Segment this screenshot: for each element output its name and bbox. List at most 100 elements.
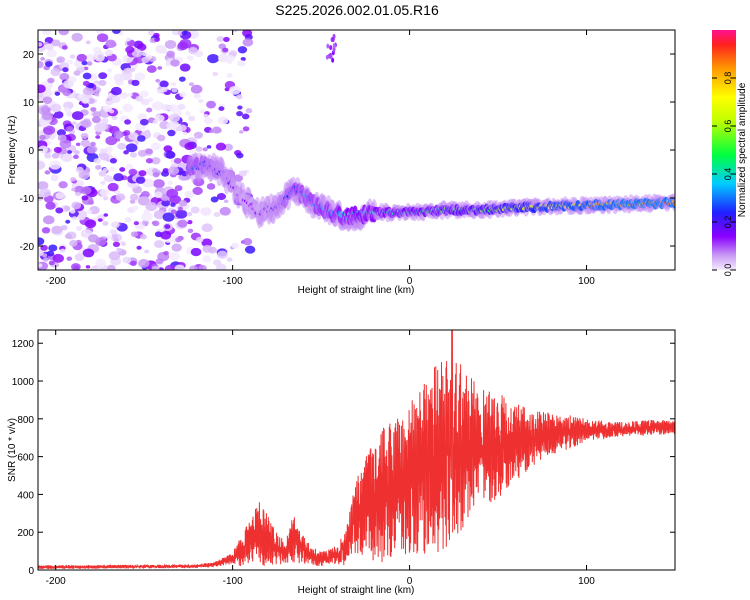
spectrogram-noise-cell (212, 126, 222, 134)
spectrogram-noise-cell (187, 219, 193, 225)
spectrogram-noise-cell (168, 113, 181, 123)
spectrogram-noise-cell (184, 190, 195, 199)
spectrogram-noise-cell (112, 241, 120, 248)
spectrogram-noise-cell (165, 150, 176, 159)
snr-y-tick-label: 800 (17, 415, 34, 426)
spectrogram-noise-cell (171, 30, 180, 36)
spectrogram-noise-cell (128, 168, 138, 176)
spectrogram-noise-cell (184, 111, 191, 116)
spectrogram-noise-cell (59, 72, 70, 81)
spectrogram-noise-cell (175, 209, 188, 219)
spectrogram-noise-cell (86, 145, 97, 154)
spectrogram-noise-cell (178, 124, 187, 132)
spectrogram-noise-cell (115, 193, 126, 201)
spectrogram-noise-cell (74, 191, 81, 197)
spectrogram-noise-cell (163, 145, 173, 153)
spectrogram-noise-cell (137, 135, 146, 142)
spectrogram-noise-cell (64, 233, 72, 239)
spectrogram-noise-cell (331, 57, 335, 63)
spectrogram-noise-cell (59, 139, 72, 149)
spectrogram-noise-cell (81, 97, 90, 104)
spectrogram-noise-cell (171, 243, 182, 252)
spectrogram-noise-cell (59, 248, 66, 254)
spectrogram-noise-cell (245, 108, 253, 114)
spectrogram-noise-cell (139, 118, 149, 126)
spectrogram-noise-cell (102, 167, 108, 173)
spectrogram-noise-cell (73, 70, 81, 76)
snr-y-tick-label: 600 (17, 453, 34, 464)
spectrogram-noise-cell (187, 228, 194, 233)
spectrogram-noise-cell (109, 177, 115, 182)
spectrogram-noise-cell (222, 47, 229, 53)
spectrogram-noise-cell (166, 50, 176, 58)
spectrogram-noise-cell (179, 91, 187, 98)
spectrogram-noise-cell (181, 30, 188, 36)
spectrogram-noise-cell (201, 238, 213, 247)
spectrogram-noise-cell (50, 174, 59, 182)
spectrogram-noise-cell (129, 260, 137, 266)
spectrogram-noise-cell (237, 46, 248, 54)
spectrogram-noise-cell (99, 188, 110, 197)
spectrogram-noise-cell (212, 71, 218, 77)
spectrogram-noise-cell (198, 99, 204, 104)
spectrogram-noise-cell (164, 40, 177, 49)
spectrogram-noise-cell (216, 36, 225, 43)
spectrogram-noise-cell (171, 87, 178, 93)
spectrogram-noise-cell (98, 72, 108, 80)
spectrogram-noise-cell (223, 199, 229, 203)
spectrogram-noise-cell (38, 60, 44, 69)
spectrogram-noise-cell (44, 170, 51, 175)
spectrogram-noise-cell (103, 196, 109, 201)
spectrogram-noise-cell (195, 236, 204, 243)
colorbar-gradient (712, 30, 736, 270)
spectrogram-noise-cell (102, 221, 109, 226)
spectrogram-noise-cell (215, 263, 227, 270)
spectrogram-noise-cell (161, 199, 171, 207)
spectrogram-noise-cell (101, 118, 109, 125)
spectrogram-noise-cell (155, 78, 161, 83)
spectrogram-noise-cell (75, 142, 81, 147)
spectrogram-noise-cell (88, 200, 95, 205)
spectrogram-noise-cell (74, 185, 85, 194)
spectrogram-noise-cell (131, 49, 143, 58)
spectrogram-noise-cell (96, 122, 106, 130)
spectrogram-noise-cell (45, 61, 53, 67)
spectrogram-noise-cell (130, 67, 136, 72)
colorbar-label: Normalized spectral amplitude (737, 82, 748, 217)
spectrogram-noise-cell (145, 148, 153, 155)
spectrogram-noise-cell (217, 53, 229, 63)
spectrogram-noise-cell (38, 42, 43, 47)
spectrogram-noise-cell (76, 53, 87, 62)
spectrogram-x-tick-label: 0 (407, 276, 413, 287)
spectrogram-noise-cell (113, 73, 125, 83)
spectrogram-noise-cell (231, 242, 239, 249)
spectrogram-noise-cell (120, 242, 127, 247)
spectrogram-noise-cell (155, 258, 164, 265)
spectrogram-noise-cell (242, 238, 253, 246)
spectrogram-noise-cell (41, 227, 51, 234)
spectrogram-noise-cell (141, 56, 150, 64)
spectrogram-noise-cell (203, 117, 213, 125)
spectrogram-noise-cell (66, 59, 73, 65)
spectrogram-noise-cell (152, 220, 160, 227)
spectrogram-noise-cell (98, 262, 105, 268)
spectrogram-noise-cell (82, 72, 92, 80)
snr-y-tick-label: 1200 (12, 339, 35, 350)
spectrogram-noise-cell (129, 193, 139, 201)
spectrogram-noise-cell (109, 166, 116, 172)
spectrogram-noise-cell (217, 116, 229, 125)
colorbar-tick-label: 0.0 (723, 264, 733, 277)
spectrogram-noise-cell (178, 76, 186, 82)
spectrogram-noise-cell (126, 37, 132, 42)
spectrogram-noise-cell (167, 129, 176, 137)
spectrogram-noise-cell (124, 119, 131, 125)
spectrogram-noise-cell (38, 84, 46, 94)
spectrogram-noise-cell (92, 111, 102, 118)
spectrogram-noise-cell (192, 186, 203, 195)
spectrogram-noise-cell (332, 43, 336, 49)
spectrogram-noise-cell (106, 234, 113, 239)
spectrogram-noise-cell (107, 264, 116, 270)
spectrogram-noise-cell (69, 239, 78, 247)
spectrogram-noise-cell (215, 142, 227, 151)
spectrogram-noise-cell (75, 179, 85, 188)
